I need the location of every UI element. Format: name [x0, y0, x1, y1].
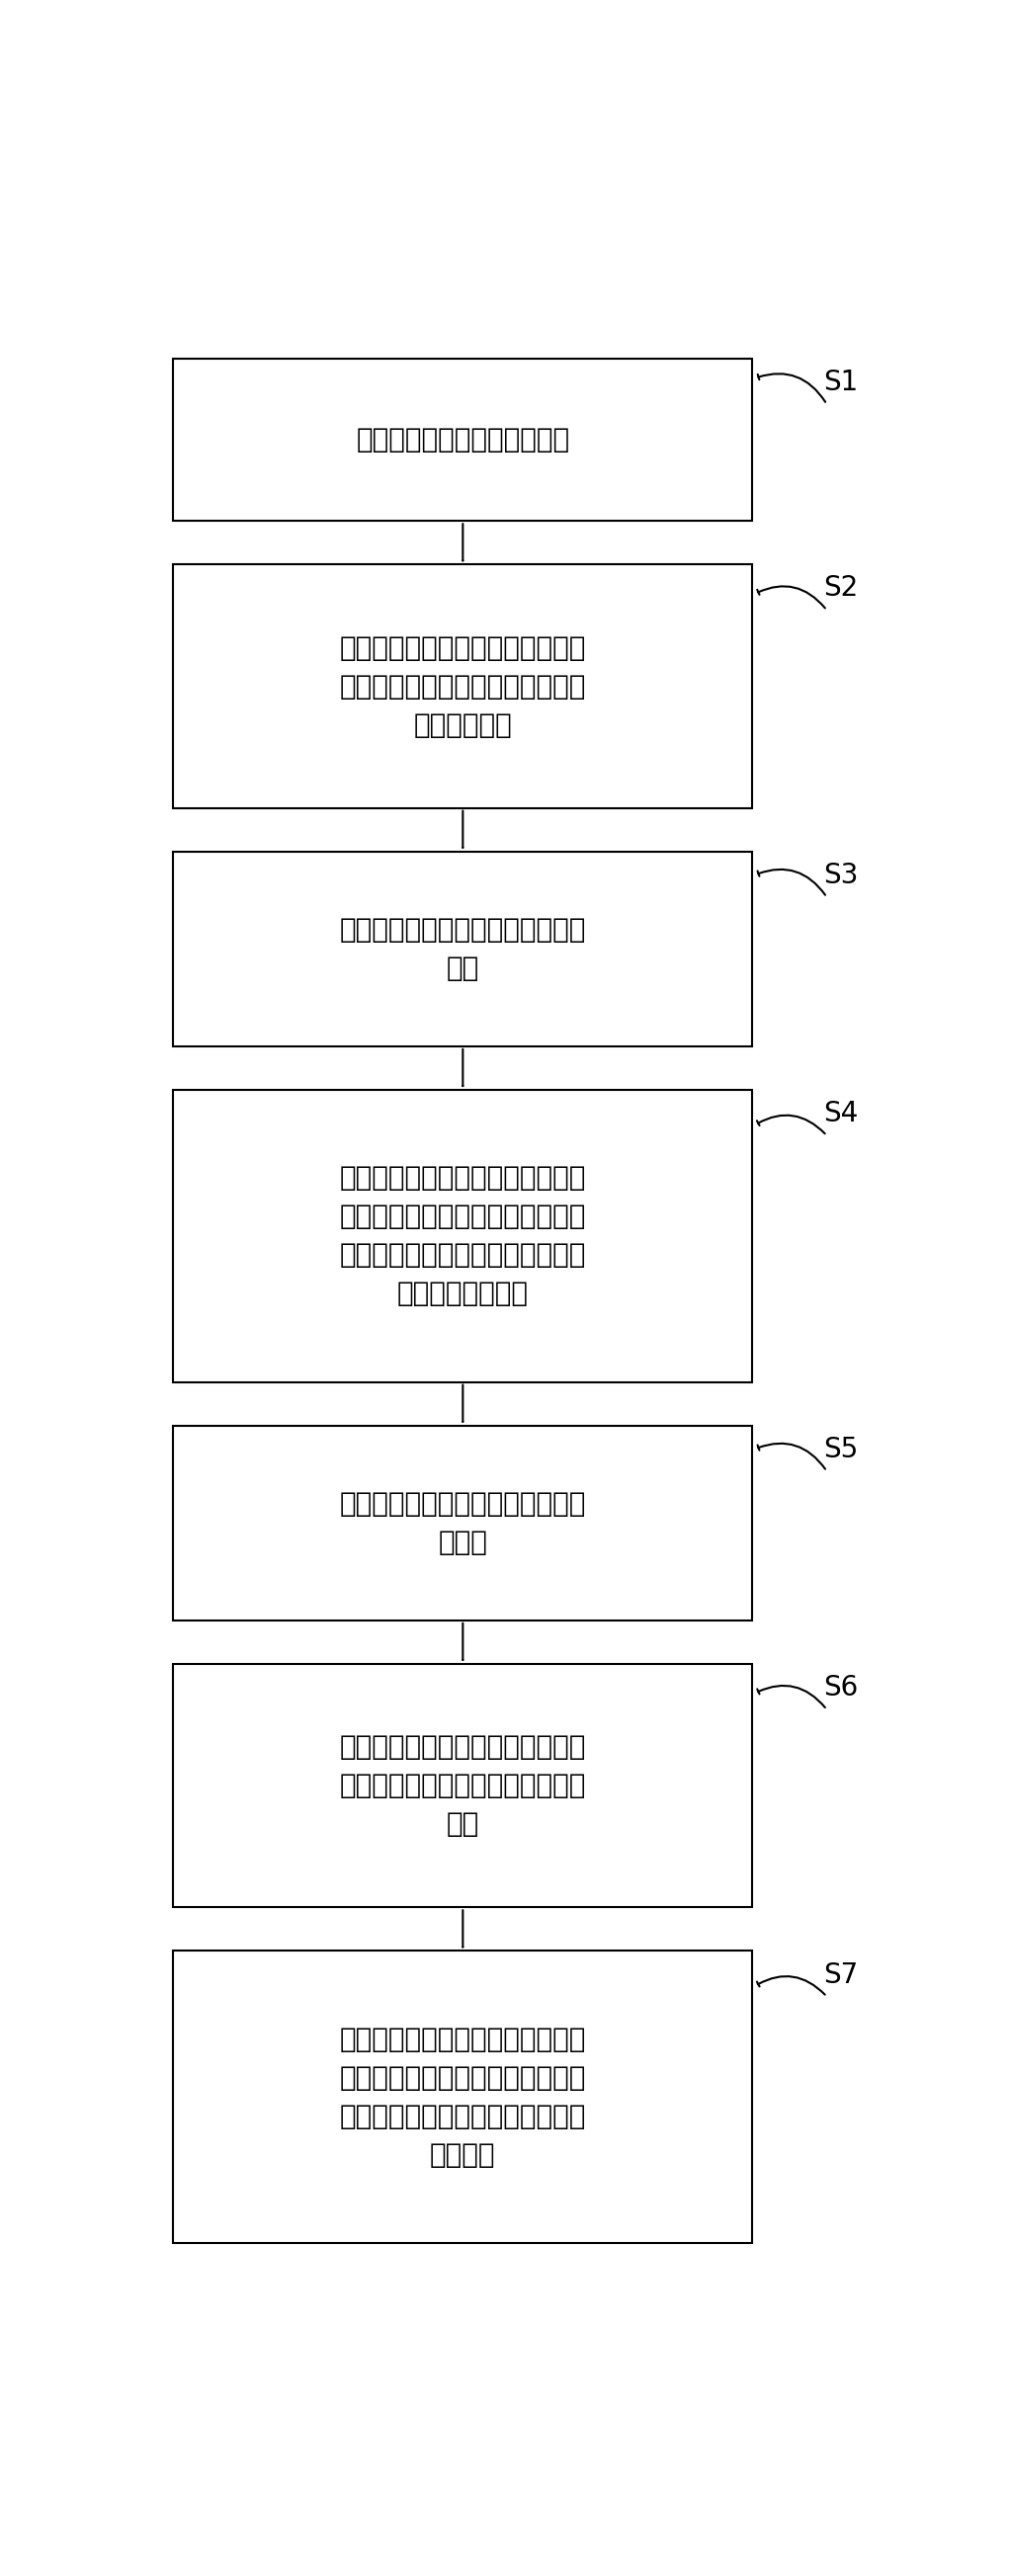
Bar: [174, 1950, 752, 2244]
Text: S3: S3: [823, 860, 857, 889]
Text: S2: S2: [823, 574, 857, 603]
Bar: [174, 1425, 752, 1620]
Text: 调平系统获取自主定向装置的倾斜
角，对寻北系统和激光自准直系统
进行调平操作: 调平系统获取自主定向装置的倾斜 角，对寻北系统和激光自准直系统 进行调平操作: [339, 634, 586, 739]
Bar: [174, 853, 752, 1046]
Text: 若目标不在搜索范围内，激光自准
直系统向平移系统发送平移命令，
对新的区域进行搜索直至目标在搜
索范围内: 若目标不在搜索范围内，激光自准 直系统向平移系统发送平移命令， 对新的区域进行搜…: [339, 2025, 586, 2169]
Bar: [174, 1090, 752, 1381]
Text: S7: S7: [823, 1960, 857, 1989]
Text: S5: S5: [823, 1435, 857, 1463]
Text: 激光自准直系统在目标区域进行目
标搜索: 激光自准直系统在目标区域进行目 标搜索: [339, 1489, 586, 1556]
Bar: [174, 358, 752, 520]
Bar: [174, 1664, 752, 1906]
Text: S6: S6: [823, 1674, 857, 1703]
Text: S1: S1: [823, 368, 857, 397]
Text: S4: S4: [823, 1100, 857, 1128]
Text: 寻北系统进入测量模式，并在完成
自主定向装置与地球自转北向之间
夹角的测量后，向激光自准直系统
发送启动准直命令: 寻北系统进入测量模式，并在完成 自主定向装置与地球自转北向之间 夹角的测量后，向…: [339, 1164, 586, 1309]
Text: 发送启动命令以启动调平系统: 发送启动命令以启动调平系统: [357, 425, 570, 453]
Text: 调平系统向寻北系统发送启动寻北
命令: 调平系统向寻北系统发送启动寻北 命令: [339, 917, 586, 981]
Bar: [174, 564, 752, 809]
Text: 若目标在搜索范围内，激光自准直
系统解算出目标的失准角，并结束
测量: 若目标在搜索范围内，激光自准直 系统解算出目标的失准角，并结束 测量: [339, 1734, 586, 1839]
